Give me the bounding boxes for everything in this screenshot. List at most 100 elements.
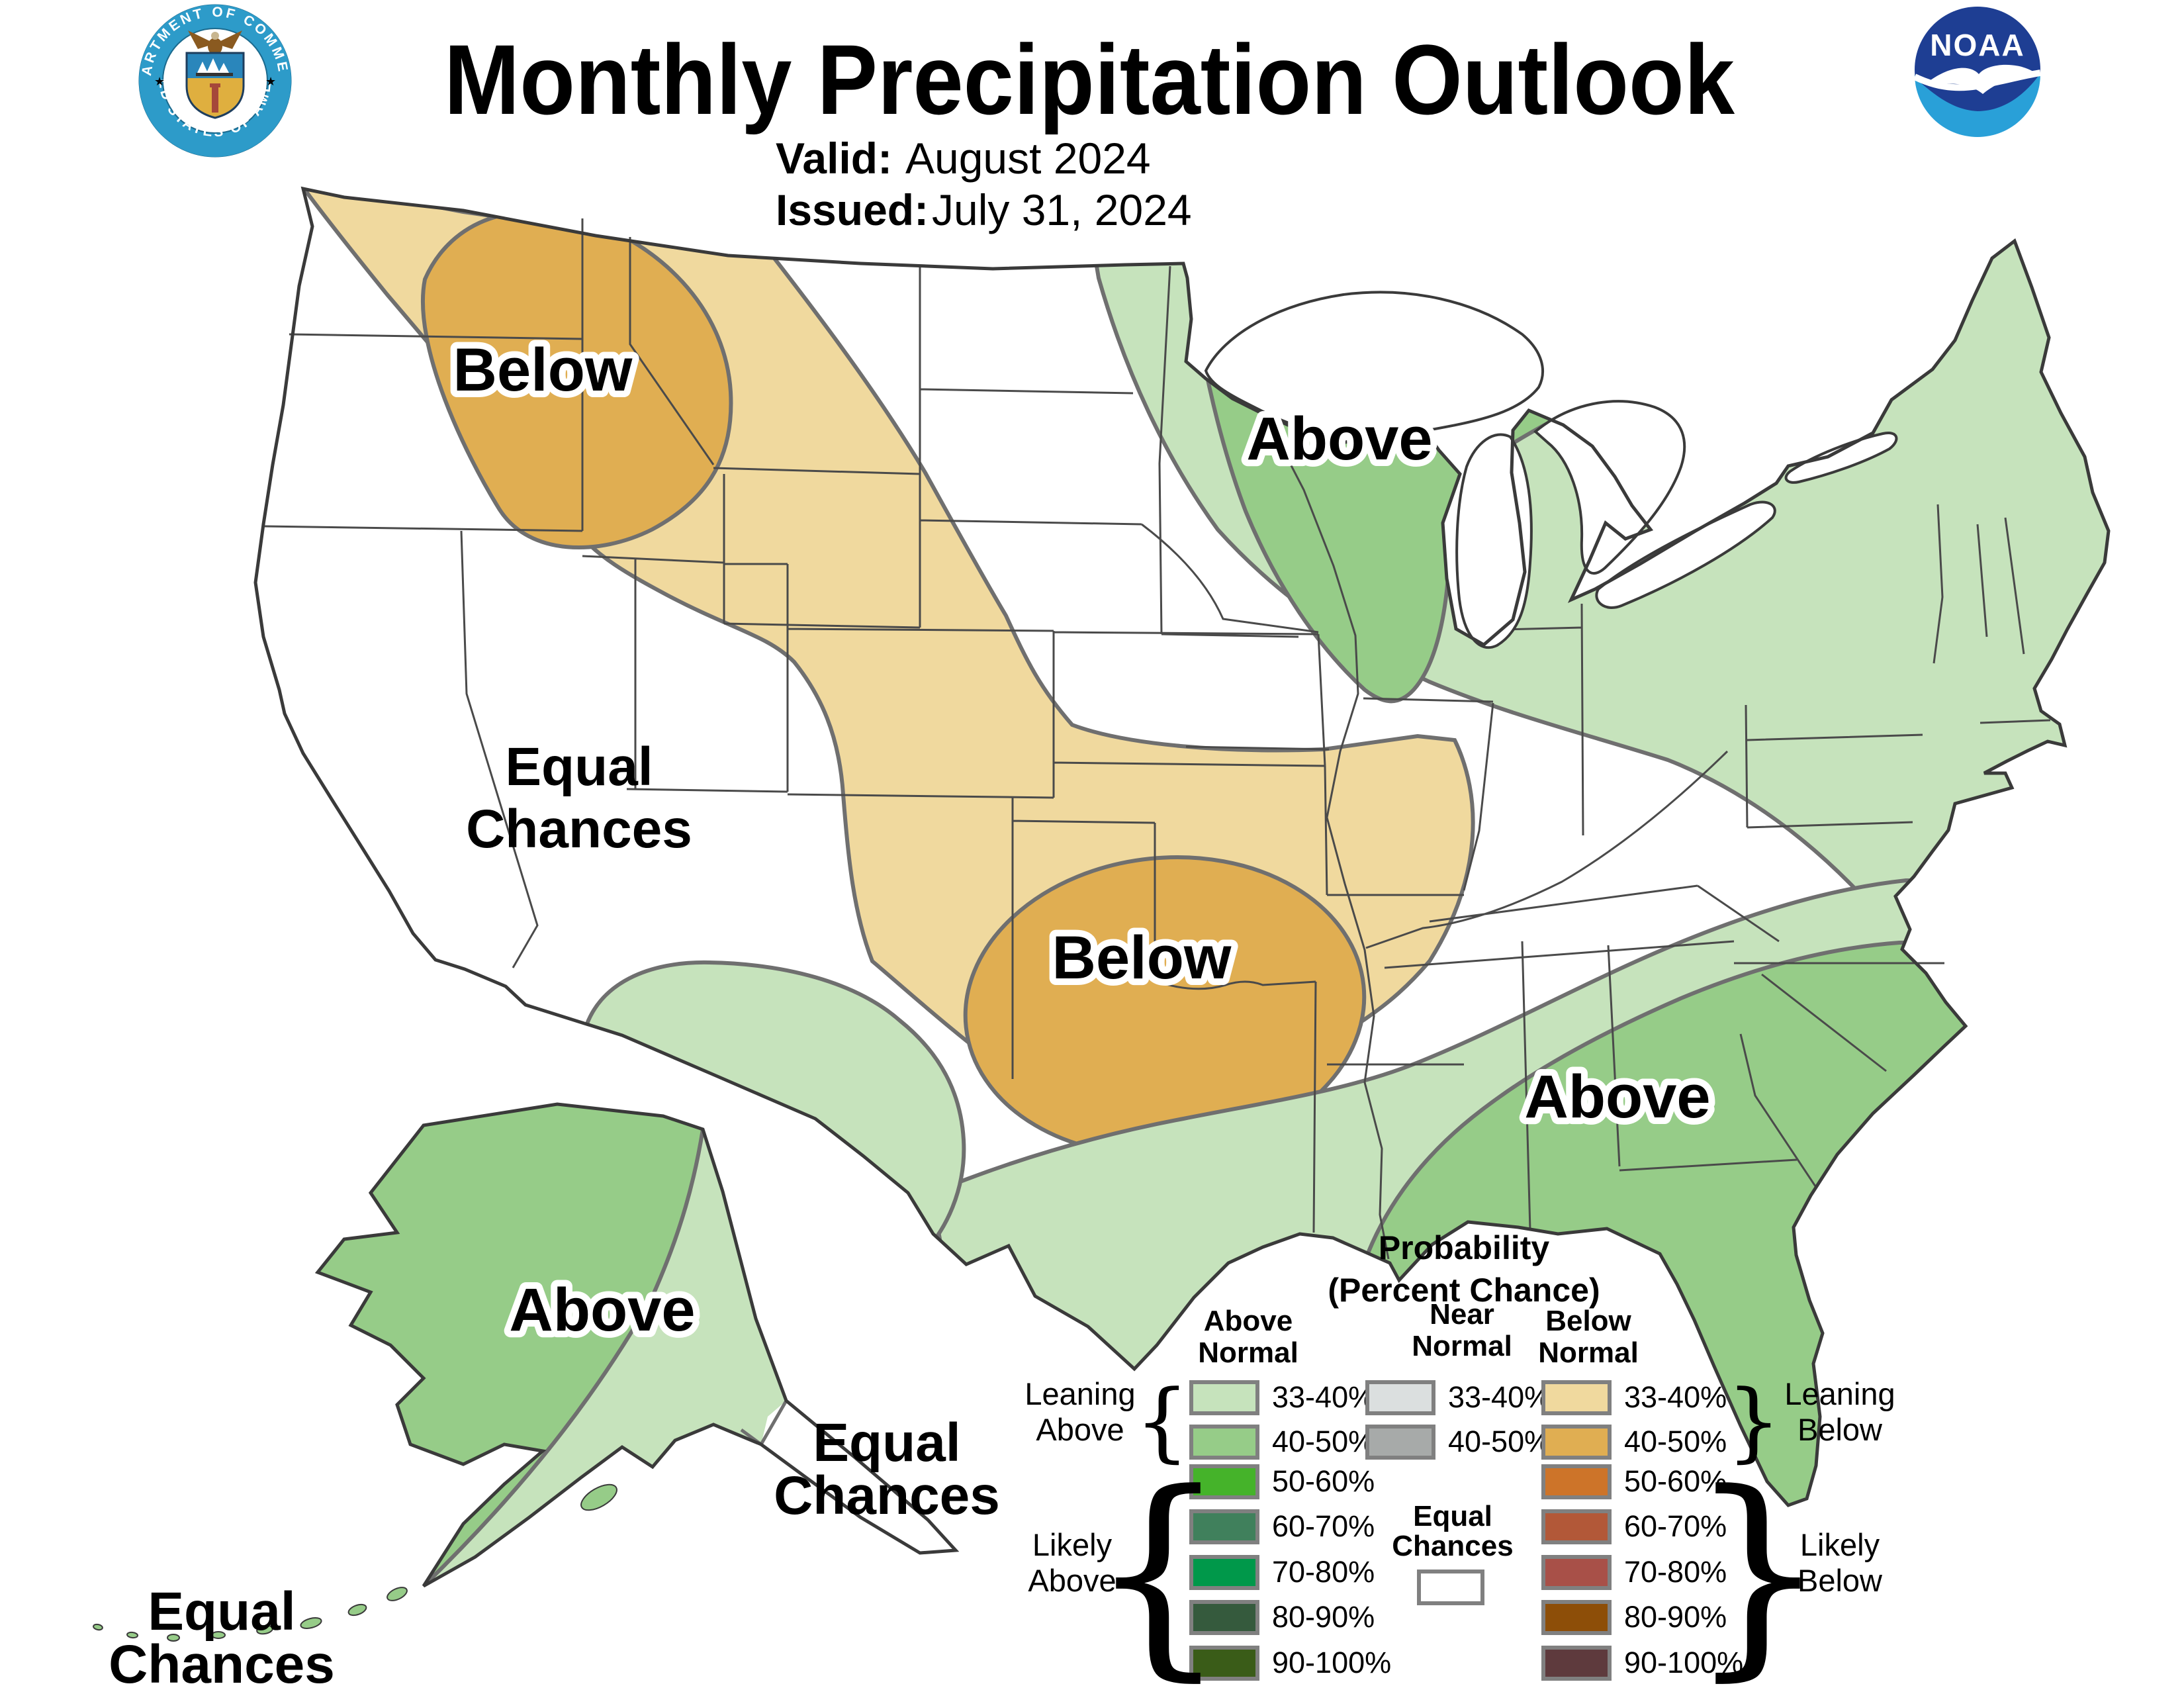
map-labels: Below Above Below Above Above Equal Chan…	[109, 330, 1717, 1688]
legend-label-above-2: 50-60%	[1272, 1464, 1375, 1498]
legend-label-below-2: 50-60%	[1624, 1464, 1727, 1498]
legend-title-line1: Probability	[1379, 1229, 1550, 1266]
legend-header-above-2: Normal	[1198, 1336, 1298, 1369]
map-label-below-northwest: Below	[453, 336, 633, 404]
legend-above-labels: 33-40% 40-50% 50-60% 60-70% 70-80% 80-90…	[1272, 1380, 1391, 1679]
lake-erie	[1595, 500, 1776, 609]
legend-swatch-above-90-100	[1189, 1646, 1259, 1681]
legend: Probability (Percent Chance) Above Norma…	[1024, 1229, 1895, 1688]
valid-value: August 2024	[905, 134, 1151, 183]
legend-swatch-above-50-60	[1189, 1464, 1259, 1499]
legend-swatch-equal-chances	[1417, 1570, 1484, 1605]
doc-star-right-icon: ★	[265, 75, 276, 88]
label-likely-below-1: Likely	[1800, 1527, 1880, 1562]
map-label-below-southcentral: Below	[1052, 924, 1232, 992]
legend-swatch-below-90-100	[1541, 1646, 1612, 1681]
legend-label-above-5: 80-90%	[1272, 1600, 1375, 1634]
ec-hi-line1: Equal	[148, 1581, 295, 1642]
brace-leaning-above: {	[1135, 1371, 1190, 1472]
aleutian-islands	[93, 1483, 617, 1642]
doc-lighthouse-icon	[212, 86, 218, 113]
legend-column-headers: Above Normal Near Normal Below Normal	[1198, 1298, 1639, 1369]
legend-label-below-6: 90-100%	[1624, 1646, 1743, 1679]
legend-near-column	[1365, 1380, 1435, 1460]
legend-label-below-4: 70-80%	[1624, 1555, 1727, 1589]
legend-label-above-1: 40-50%	[1272, 1425, 1375, 1458]
map-label-above-southeast: Above	[1524, 1063, 1710, 1131]
legend-label-above-6: 90-100%	[1272, 1646, 1391, 1679]
ec-hi-line2: Chances	[109, 1634, 335, 1688]
legend-swatch-above-33-40	[1189, 1380, 1259, 1415]
legend-above-column	[1189, 1380, 1259, 1681]
alaska-region-above-33-40	[424, 1129, 786, 1586]
issued-value: July 31, 2024	[932, 185, 1192, 234]
valid-label: Valid:	[776, 134, 892, 183]
legend-label-below-3: 60-70%	[1624, 1509, 1727, 1543]
legend-label-near-1: 40-50%	[1448, 1425, 1551, 1458]
legend-swatch-above-40-50	[1189, 1425, 1259, 1460]
legend-swatch-above-70-80	[1189, 1555, 1259, 1590]
legend-swatch-near-33-40	[1365, 1380, 1435, 1415]
lake-huron	[1533, 400, 1686, 575]
ec-ak-line1: Equal	[813, 1413, 960, 1473]
label-likely-above-2: Above	[1028, 1563, 1116, 1598]
legend-equal-line2: Chances	[1392, 1530, 1513, 1562]
legend-label-above-3: 60-70%	[1272, 1509, 1375, 1543]
legend-title-line2: (Percent Chance)	[1328, 1272, 1600, 1309]
state-boundaries	[264, 218, 2051, 1260]
ec-sw-line1: Equal	[505, 737, 653, 797]
legend-header-near-2: Normal	[1412, 1330, 1512, 1362]
kodiak-island	[580, 1483, 617, 1511]
issued-label: Issued:	[776, 185, 929, 234]
doc-star-left-icon: ★	[154, 75, 165, 88]
legend-label-below-1: 40-50%	[1624, 1425, 1727, 1458]
label-leaning-below-2: Below	[1797, 1412, 1883, 1447]
alaska-outline	[314, 1102, 960, 1588]
noaa-logo: NOAA	[1913, 7, 2041, 137]
legend-swatch-below-40-50	[1541, 1425, 1612, 1460]
label-likely-below-2: Below	[1797, 1563, 1883, 1598]
legend-equal-chances: Equal Chances	[1392, 1500, 1514, 1605]
ec-ak-line2: Chances	[774, 1466, 1000, 1526]
label-likely-above-1: Likely	[1032, 1527, 1113, 1562]
alaska-region-equal-chances	[761, 1401, 956, 1553]
brace-likely-above: {	[1089, 1446, 1228, 1688]
noaa-circle	[1915, 7, 2040, 132]
lake-ontario	[1784, 432, 1898, 484]
legend-label-above-4: 70-80%	[1272, 1555, 1375, 1589]
legend-header-below-1: Below	[1545, 1305, 1631, 1337]
ec-sw-line2: Chances	[466, 799, 692, 859]
alaska-contour	[422, 1129, 705, 1586]
legend-swatch-above-60-70	[1189, 1509, 1259, 1544]
legend-equal-line1: Equal	[1413, 1500, 1492, 1532]
doc-seal-logo: DEPARTMENT OF COMMERCE UNITED STATES OF …	[0, 0, 292, 158]
legend-swatch-below-70-80	[1541, 1555, 1612, 1590]
noaa-logo-text: NOAA	[1930, 28, 2025, 62]
legend-swatch-below-80-90	[1541, 1600, 1612, 1635]
doc-ship-sail-icon	[197, 62, 208, 73]
label-leaning-above-2: Above	[1036, 1412, 1124, 1447]
map-label-equal-chances-southwest: Equal Chances	[466, 737, 692, 859]
brace-leaning-below: }	[1727, 1371, 1782, 1472]
doc-eagle-icon	[188, 30, 242, 55]
legend-header-near-1: Near	[1430, 1298, 1494, 1331]
alaska-inset	[93, 1102, 960, 1642]
legend-label-near-0: 33-40%	[1448, 1380, 1551, 1414]
doc-seal-ring	[139, 5, 291, 157]
legend-swatch-below-50-60	[1541, 1464, 1612, 1499]
map-label-above-midwest: Above	[1246, 405, 1432, 473]
map-label-equal-chances-aleutians: Equal Chances	[109, 1581, 335, 1688]
map-label-above-alaska: Above	[509, 1276, 695, 1344]
legend-header-above-1: Above	[1204, 1305, 1293, 1337]
legend-near-labels: 33-40% 40-50%	[1448, 1380, 1551, 1458]
valid-line: Valid: August 2024	[776, 134, 1151, 183]
page-title: Monthly Precipitation Outlook	[444, 24, 1735, 135]
brace-likely-below: }	[1688, 1446, 1827, 1688]
conus-outline	[253, 186, 2111, 1507]
noaa-lower-half	[1915, 74, 2040, 137]
issued-line: Issued: July 31, 2024	[776, 185, 1192, 234]
legend-swatch-below-60-70	[1541, 1509, 1612, 1544]
great-lakes	[1204, 291, 1898, 649]
